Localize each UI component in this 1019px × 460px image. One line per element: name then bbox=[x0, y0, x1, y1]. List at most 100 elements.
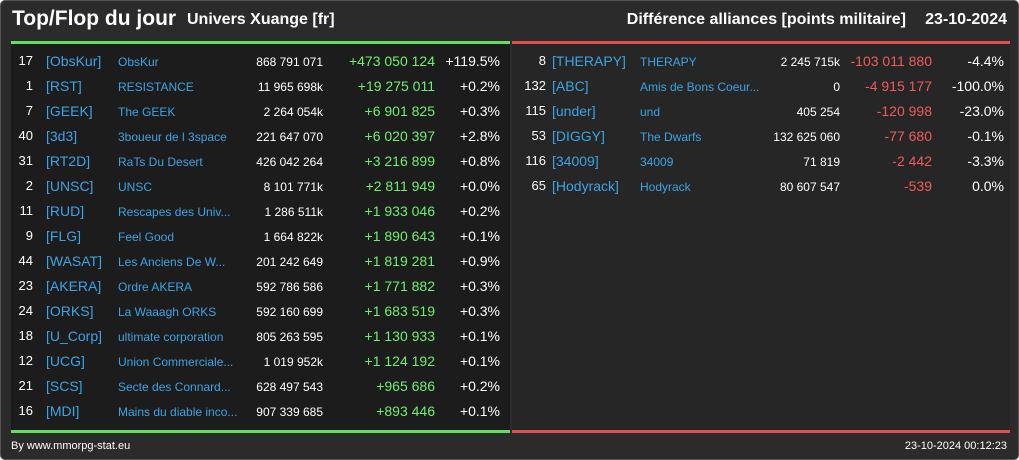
alliance-tag-link[interactable]: [RUD] bbox=[46, 203, 85, 219]
ranking-subtitle: Différence alliances [points militaire] bbox=[626, 11, 906, 28]
percent-value: +0.2% bbox=[459, 78, 500, 94]
diff-value: -2 442 bbox=[892, 153, 932, 169]
diff-value: +19 275 011 bbox=[357, 78, 435, 94]
header: Top/Flop du jour Univers Xuange [fr] Dif… bbox=[1, 1, 1018, 41]
percent-value: +0.3% bbox=[459, 303, 500, 319]
percent-value: -4.4% bbox=[967, 53, 1004, 69]
diff-value: +1 819 281 bbox=[364, 253, 435, 269]
alliance-tag-link[interactable]: [RT2D] bbox=[46, 153, 91, 169]
percent-value: 0.0% bbox=[972, 178, 1004, 194]
top-row: 24 [ORKS] La Waaagh ORKS 592 160 699 +1 683 … bbox=[11, 299, 510, 324]
rank: 23 bbox=[18, 278, 33, 293]
alliance-name-link[interactable]: ObsKur bbox=[118, 55, 159, 69]
top-row: 44 [WASAT] Les Anciens De W... 201 242 649 +… bbox=[11, 249, 510, 274]
flop-row: 53 [DIGGY] The Dwarfs 132 625 060 -77 680 -0.… bbox=[512, 124, 1010, 149]
rank: 65 bbox=[531, 178, 546, 193]
alliance-tag-link[interactable]: [under] bbox=[552, 103, 596, 119]
rank: 7 bbox=[25, 103, 33, 118]
rank: 9 bbox=[25, 228, 33, 243]
points-value: 592 786 586 bbox=[256, 280, 323, 294]
alliance-name-link[interactable]: RaTs Du Desert bbox=[118, 155, 203, 169]
alliance-name-link[interactable]: Feel Good bbox=[118, 230, 175, 244]
alliance-tag-link[interactable]: [AKERA] bbox=[46, 278, 102, 294]
flop-row: 116 [34009] 34009 71 819 -2 442 -3.3% bbox=[512, 149, 1010, 174]
alliance-tag-link[interactable]: [THERAPY] bbox=[552, 53, 626, 69]
top-row: 9 [FLG] Feel Good 1 664 822k +1 890 643 +0.1% bbox=[11, 224, 510, 249]
percent-value: -3.3% bbox=[967, 153, 1004, 169]
alliance-tag-link[interactable]: [ORKS] bbox=[46, 303, 94, 319]
flop-row: 8 [THERAPY] THERAPY 2 245 715k -103 011 880 -… bbox=[512, 49, 1010, 74]
points-value: 1 286 511k bbox=[264, 205, 324, 219]
points-value: 80 607 547 bbox=[779, 180, 840, 194]
alliance-tag-link[interactable]: [UCG] bbox=[46, 353, 85, 369]
rank: 53 bbox=[531, 128, 546, 143]
diff-value: +1 124 192 bbox=[364, 353, 435, 369]
rank: 18 bbox=[18, 328, 33, 343]
points-value: 868 791 071 bbox=[256, 55, 323, 69]
diff-value: +3 216 899 bbox=[364, 153, 435, 169]
rank: 115 bbox=[525, 103, 546, 118]
alliance-tag-link[interactable]: [3d3] bbox=[46, 128, 78, 144]
diff-value: +1 683 519 bbox=[364, 303, 435, 319]
top-gainers-panel: 17 [ObsKur] ObsKur 868 791 071 +473 050 124 +… bbox=[11, 41, 510, 433]
diff-value: -103 011 880 bbox=[850, 53, 932, 69]
alliance-tag-link[interactable]: [GEEK] bbox=[46, 103, 93, 119]
alliance-name-link[interactable]: Secte des Connard... bbox=[118, 380, 231, 394]
alliance-name-link[interactable]: La Waaagh ORKS bbox=[118, 305, 217, 319]
rank: 11 bbox=[19, 203, 34, 218]
top-row: 7 [GEEK] The GEEK 2 264 054k +6 901 825 +0.3% bbox=[11, 99, 510, 124]
alliance-name-link[interactable]: The Dwarfs bbox=[640, 130, 702, 144]
alliance-tag-link[interactable]: [SCS] bbox=[46, 378, 83, 394]
percent-value: +0.3% bbox=[459, 278, 500, 294]
alliance-name-link[interactable]: Union Commerciale... bbox=[118, 355, 234, 369]
alliance-tag-link[interactable]: [U_Corp] bbox=[46, 328, 103, 344]
alliance-tag-link[interactable]: [WASAT] bbox=[46, 253, 102, 269]
diff-value: +1 933 046 bbox=[364, 203, 435, 219]
top-row: 31 [RT2D] RaTs Du Desert 426 042 264 +3 216 … bbox=[11, 149, 510, 174]
alliance-tag-link[interactable]: [ObsKur] bbox=[46, 53, 102, 69]
alliance-tag-link[interactable]: [ABC] bbox=[552, 78, 589, 94]
alliance-tag-link[interactable]: [FLG] bbox=[46, 228, 82, 244]
alliance-name-link[interactable]: 3boueur de l 3space bbox=[118, 130, 227, 144]
alliance-name-link[interactable]: Ordre AKERA bbox=[118, 280, 193, 294]
alliance-tag-link[interactable]: [DIGGY] bbox=[552, 128, 605, 144]
alliance-name-link[interactable]: Amis de Bons Coeur... bbox=[640, 80, 760, 94]
points-value: 132 625 060 bbox=[773, 130, 840, 144]
alliance-name-link[interactable]: Rescapes des Univ... bbox=[118, 205, 231, 219]
alliance-tag-link[interactable]: [MDI] bbox=[46, 403, 80, 419]
alliance-tag-link[interactable]: [UNSC] bbox=[46, 178, 94, 194]
diff-value: -120 998 bbox=[876, 103, 932, 119]
percent-value: +0.9% bbox=[459, 253, 500, 269]
points-value: 805 263 595 bbox=[256, 330, 323, 344]
alliance-name-link[interactable]: The GEEK bbox=[118, 105, 176, 119]
alliance-name-link[interactable]: UNSC bbox=[118, 180, 153, 194]
alliance-name-link[interactable]: THERAPY bbox=[640, 55, 697, 69]
points-value: 405 254 bbox=[796, 105, 840, 119]
top-losers-panel: 8 [THERAPY] THERAPY 2 245 715k -103 011 880 -… bbox=[512, 41, 1010, 433]
alliance-tag-link[interactable]: [Hodyrack] bbox=[552, 178, 619, 194]
top-row: 23 [AKERA] Ordre AKERA 592 786 586 +1 771 88… bbox=[11, 274, 510, 299]
top-row: 17 [ObsKur] ObsKur 868 791 071 +473 050 124 +… bbox=[11, 49, 510, 74]
alliance-name-link[interactable]: 34009 bbox=[640, 155, 674, 169]
points-value: 2 245 715k bbox=[780, 55, 840, 69]
alliance-tag-link[interactable]: [RST] bbox=[46, 78, 82, 94]
alliance-name-link[interactable]: und bbox=[640, 105, 661, 119]
alliance-name-link[interactable]: Mains du diable inco... bbox=[118, 405, 238, 419]
points-value: 1 019 952k bbox=[263, 355, 323, 369]
diff-value: +6 901 825 bbox=[364, 103, 435, 119]
alliance-name-link[interactable]: Les Anciens De W... bbox=[118, 255, 226, 269]
alliance-tag-link[interactable]: [34009] bbox=[552, 153, 599, 169]
diff-value: +1 130 933 bbox=[364, 328, 435, 344]
points-value: 907 339 685 bbox=[256, 405, 323, 419]
alliance-name-link[interactable]: RESISTANCE bbox=[118, 80, 194, 94]
points-value: 2 264 054k bbox=[263, 105, 323, 119]
footer-timestamp: 23-10-2024 00:12:23 bbox=[904, 440, 1007, 452]
points-value: 71 819 bbox=[803, 155, 840, 169]
footer-credit[interactable]: By www.mmorpg-stat.eu bbox=[11, 440, 131, 452]
alliance-name-link[interactable]: Hodyrack bbox=[640, 180, 691, 194]
percent-value: +0.2% bbox=[459, 378, 500, 394]
alliance-name-link[interactable]: ultimate corporation bbox=[118, 330, 224, 344]
rank: 44 bbox=[18, 253, 33, 268]
points-value: 628 497 543 bbox=[256, 380, 323, 394]
